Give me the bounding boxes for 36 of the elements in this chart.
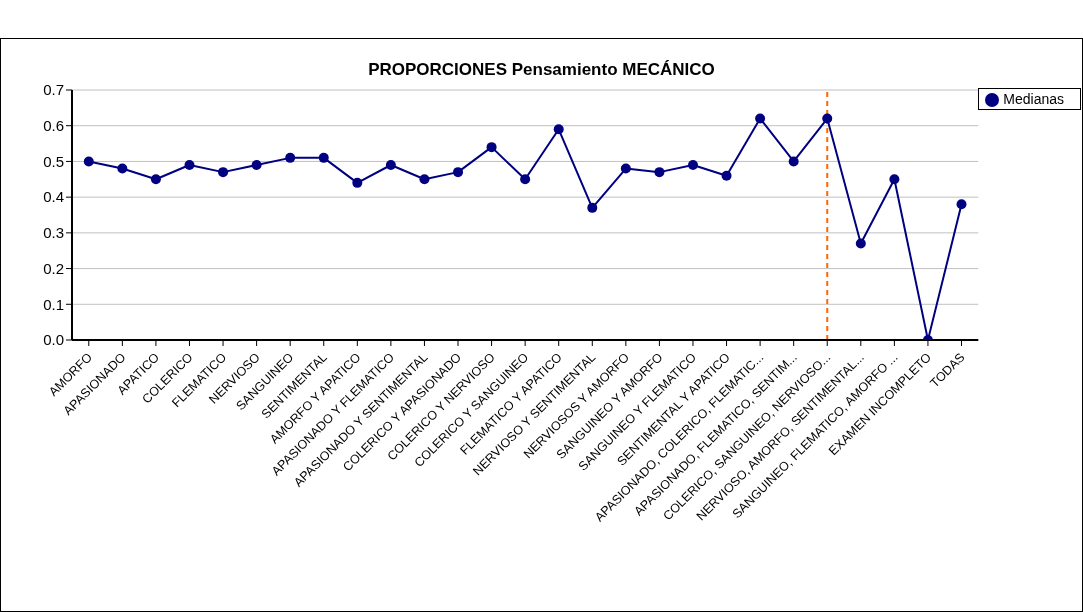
y-tick-label: 0.1 [43, 295, 64, 313]
point [453, 167, 464, 178]
legend-label: Medianas [1003, 91, 1064, 107]
y-tick-label: 0.5 [43, 152, 64, 170]
point [788, 156, 799, 167]
y-tick-label: 0.0 [43, 331, 64, 349]
y-tick-label: 0.2 [43, 259, 64, 277]
point [385, 160, 396, 170]
point [587, 202, 598, 213]
point [520, 174, 531, 185]
point [318, 152, 329, 163]
y-tick-label: 0.3 [43, 224, 64, 242]
y-tick-label: 0.7 [43, 81, 64, 99]
point [687, 160, 698, 170]
point [855, 238, 866, 249]
point [184, 160, 195, 170]
point [956, 199, 967, 210]
point [755, 113, 766, 124]
point [251, 160, 262, 170]
chart-title: PROPORCIONES Pensamiento MECÁNICO [367, 60, 716, 80]
point [83, 156, 94, 167]
point [117, 163, 128, 174]
point [721, 170, 732, 181]
point [620, 163, 631, 174]
y-tick-label: 0.6 [43, 117, 64, 135]
point [553, 124, 564, 135]
point [150, 174, 161, 185]
y-tick-label: 0.4 [43, 188, 64, 206]
point [285, 152, 296, 163]
point [419, 174, 430, 185]
point [218, 167, 229, 178]
point [486, 142, 497, 153]
point [654, 167, 665, 178]
point [352, 177, 363, 188]
point [822, 113, 833, 124]
point [889, 174, 900, 185]
